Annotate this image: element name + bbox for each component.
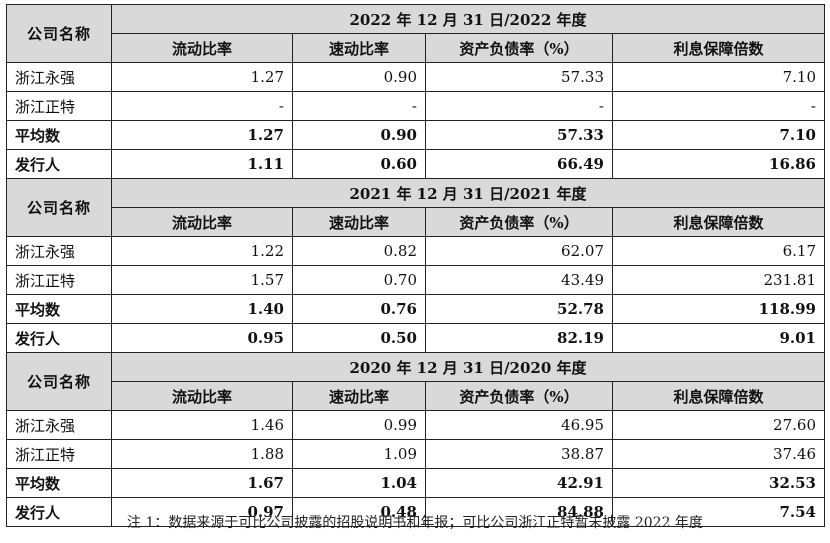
debt-ratio-cell: 57.33 (425, 120, 613, 150)
debt-ratio-header: 资产负债率（%） (425, 33, 613, 63)
company-name-cell: 发行人 (6, 497, 112, 527)
interest-coverage-cell: - (612, 91, 825, 121)
company-name-cell: 平均数 (6, 120, 112, 150)
table-row: 浙江永强 1.27 0.90 57.33 7.10 (6, 62, 825, 92)
interest-coverage-cell: 9.01 (612, 323, 825, 353)
table-row: 浙江正特 1.88 1.09 38.87 37.46 (6, 439, 825, 469)
quick-ratio-header: 速动比率 (292, 207, 426, 237)
current-ratio-header: 流动比率 (111, 33, 293, 63)
debt-ratio-cell: 82.19 (425, 323, 613, 353)
current-ratio-cell: 1.27 (111, 120, 293, 150)
company-name-cell: 浙江正特 (6, 91, 112, 121)
interest-coverage-cell: 118.99 (612, 294, 825, 324)
section-header-row: 公司名称 2021 年 12 月 31 日/2021 年度 (6, 178, 825, 237)
quick-ratio-cell: 0.76 (292, 294, 426, 324)
quick-ratio-cell: 0.90 (292, 120, 426, 150)
company-name-header: 公司名称 (6, 178, 112, 237)
company-name-cell: 浙江正特 (6, 439, 112, 469)
company-name-cell: 浙江永强 (6, 62, 112, 92)
quick-ratio-cell: - (292, 91, 426, 121)
financial-ratio-table: 公司名称 2022 年 12 月 31 日/2022 年度 流动比率 速动比率 资产负债… (6, 4, 825, 527)
debt-ratio-header: 资产负债率（%） (425, 381, 613, 411)
table-row: 发行人 0.95 0.50 82.19 9.01 (6, 323, 825, 353)
column-header-row: 流动比率 速动比率 资产负债率（%） 利息保障倍数 (7, 33, 825, 63)
company-name-header: 公司名称 (6, 4, 112, 63)
company-name-cell: 发行人 (6, 149, 112, 179)
table-row: 浙江正特 - - - - (6, 91, 825, 121)
quick-ratio-header: 速动比率 (292, 381, 426, 411)
interest-coverage-cell: 7.54 (612, 497, 825, 527)
table-row: 浙江正特 1.57 0.70 43.49 231.81 (6, 265, 825, 295)
interest-coverage-cell: 6.17 (612, 236, 825, 266)
interest-coverage-cell: 16.86 (612, 149, 825, 179)
section-header-row: 公司名称 2022 年 12 月 31 日/2022 年度 (6, 4, 825, 63)
company-name-header: 公司名称 (6, 352, 112, 411)
quick-ratio-header: 速动比率 (292, 33, 426, 63)
interest-coverage-cell: 37.46 (612, 439, 825, 469)
company-name-cell: 浙江正特 (6, 265, 112, 295)
period-title: 2022 年 12 月 31 日/2022 年度 (111, 4, 825, 34)
table-row: 平均数 1.40 0.76 52.78 118.99 (6, 294, 825, 324)
period-title: 2021 年 12 月 31 日/2021 年度 (111, 178, 825, 208)
company-name-cell: 浙江永强 (6, 236, 112, 266)
debt-ratio-cell: 52.78 (425, 294, 613, 324)
current-ratio-header: 流动比率 (111, 381, 293, 411)
table-row: 平均数 1.27 0.90 57.33 7.10 (6, 120, 825, 150)
current-ratio-cell: 0.97 (111, 497, 293, 527)
table-row: 发行人 1.11 0.60 66.49 16.86 (6, 149, 825, 179)
quick-ratio-cell: 0.99 (292, 410, 426, 440)
current-ratio-cell: 1.27 (111, 62, 293, 92)
debt-ratio-cell: 42.91 (425, 468, 613, 498)
current-ratio-header: 流动比率 (111, 207, 293, 237)
interest-coverage-header: 利息保障倍数 (612, 33, 825, 63)
table-row: 浙江永强 1.46 0.99 46.95 27.60 (6, 410, 825, 440)
debt-ratio-cell: 46.95 (425, 410, 613, 440)
quick-ratio-cell: 0.60 (292, 149, 426, 179)
debt-ratio-cell: 43.49 (425, 265, 613, 295)
quick-ratio-cell: 1.09 (292, 439, 426, 469)
company-name-cell: 发行人 (6, 323, 112, 353)
interest-coverage-cell: 231.81 (612, 265, 825, 295)
debt-ratio-cell: 38.87 (425, 439, 613, 469)
debt-ratio-cell: 62.07 (425, 236, 613, 266)
interest-coverage-cell: 7.10 (612, 120, 825, 150)
column-header-row: 流动比率 速动比率 资产负债率（%） 利息保障倍数 (7, 381, 825, 411)
current-ratio-cell: 1.22 (111, 236, 293, 266)
quick-ratio-cell: 0.90 (292, 62, 426, 92)
current-ratio-cell: 0.95 (111, 323, 293, 353)
column-header-row: 流动比率 速动比率 资产负债率（%） 利息保障倍数 (7, 207, 825, 237)
company-name-cell: 平均数 (6, 468, 112, 498)
debt-ratio-header: 资产负债率（%） (425, 207, 613, 237)
current-ratio-cell: 1.67 (111, 468, 293, 498)
current-ratio-cell: 1.57 (111, 265, 293, 295)
interest-coverage-header: 利息保障倍数 (612, 207, 825, 237)
quick-ratio-cell: 0.50 (292, 323, 426, 353)
quick-ratio-cell: 1.04 (292, 468, 426, 498)
company-name-cell: 浙江永强 (6, 410, 112, 440)
table-body: 公司名称 2022 年 12 月 31 日/2022 年度 流动比率 速动比率 资产负债… (6, 4, 825, 527)
table-row: 发行人 0.97 0.48 84.88 7.54 (6, 497, 825, 527)
current-ratio-cell: - (111, 91, 293, 121)
interest-coverage-header: 利息保障倍数 (612, 381, 825, 411)
company-name-cell: 平均数 (6, 294, 112, 324)
debt-ratio-cell: 66.49 (425, 149, 613, 179)
section-header-row: 公司名称 2020 年 12 月 31 日/2020 年度 (6, 352, 825, 411)
current-ratio-cell: 1.11 (111, 149, 293, 179)
current-ratio-cell: 1.40 (111, 294, 293, 324)
debt-ratio-cell: - (425, 91, 613, 121)
footnote: 注 1：数据来源于可比公司披露的招股说明书和年报；可比公司浙江正特暂未披露 20… (127, 515, 703, 531)
current-ratio-cell: 1.46 (111, 410, 293, 440)
interest-coverage-cell: 7.10 (612, 62, 825, 92)
current-ratio-cell: 1.88 (111, 439, 293, 469)
table-row: 浙江永强 1.22 0.82 62.07 6.17 (6, 236, 825, 266)
period-title: 2020 年 12 月 31 日/2020 年度 (111, 352, 825, 382)
quick-ratio-cell: 0.82 (292, 236, 426, 266)
quick-ratio-cell: 0.70 (292, 265, 426, 295)
table-row: 平均数 1.67 1.04 42.91 32.53 (6, 468, 825, 498)
interest-coverage-cell: 27.60 (612, 410, 825, 440)
debt-ratio-cell: 84.88 (425, 497, 613, 527)
interest-coverage-cell: 32.53 (612, 468, 825, 498)
debt-ratio-cell: 57.33 (425, 62, 613, 92)
